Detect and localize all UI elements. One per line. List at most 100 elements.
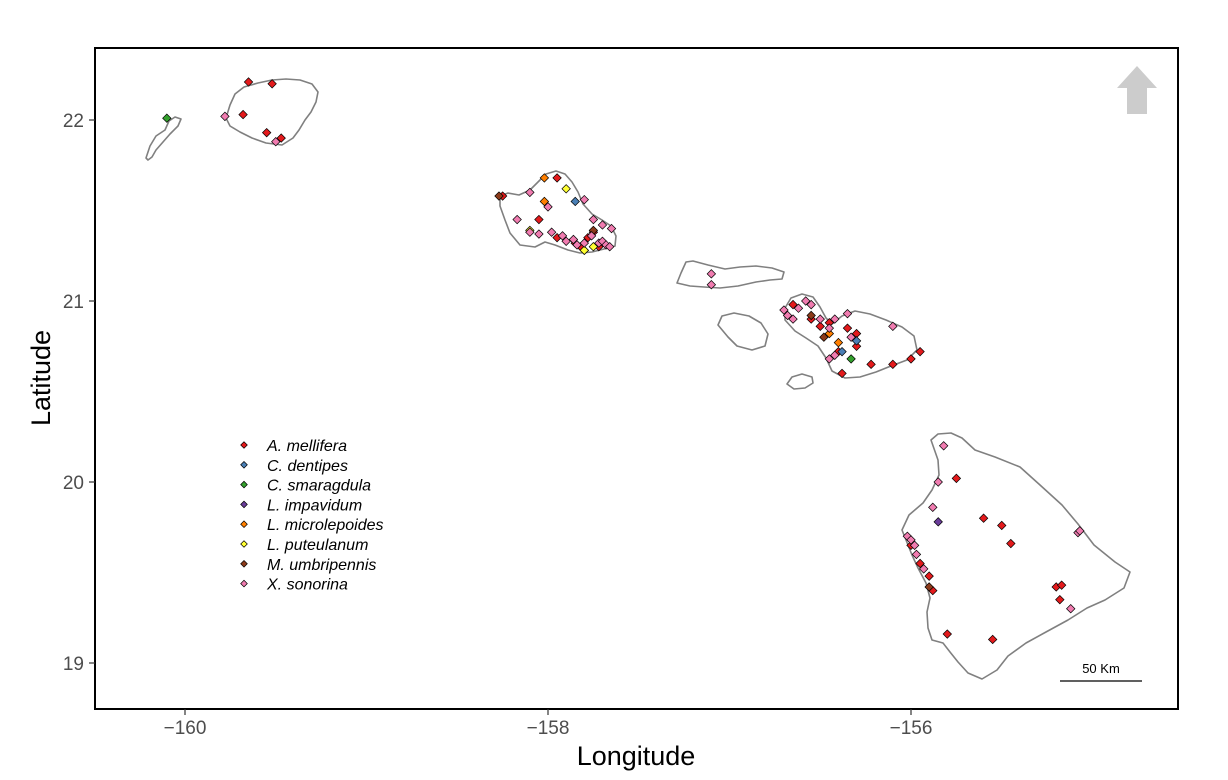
observation-point: [909, 540, 920, 551]
y-tick-label: 20: [63, 473, 84, 494]
legend-key: [240, 579, 248, 588]
y-tick-label: 21: [63, 292, 84, 313]
observation-point: [588, 242, 599, 252]
observation-point: [951, 473, 962, 484]
observation-point: [525, 187, 535, 198]
observation-point: [915, 558, 925, 569]
legend-key: [240, 461, 248, 469]
north-arrow-icon: [1117, 66, 1157, 114]
observation-point: [824, 328, 835, 339]
observation-point: [842, 323, 853, 333]
legend-key: [240, 441, 248, 449]
island-lanai: [717, 312, 769, 351]
legend-label: C. smaragdula: [267, 478, 371, 495]
observation-point: [888, 321, 898, 332]
observation-point: [494, 191, 504, 201]
island-kauai: [225, 78, 319, 146]
x-tick-label: −156: [890, 718, 933, 739]
observation-point: [906, 535, 916, 545]
legend-key: [240, 480, 248, 489]
observation-point: [1006, 538, 1016, 549]
observation-point: [557, 231, 568, 241]
y-axis-title: Latitude: [26, 330, 56, 426]
observation-point: [586, 231, 597, 241]
observation-point: [267, 79, 277, 89]
observation-point: [525, 227, 535, 237]
observation-point: [987, 634, 998, 645]
observation-point: [815, 314, 825, 324]
island-molokai: [676, 260, 785, 289]
observation-point: [706, 280, 717, 290]
observation-point: [837, 368, 847, 379]
observation-point: [605, 242, 615, 252]
observation-point: [512, 214, 522, 225]
observation-point: [1055, 594, 1065, 605]
legend: A. mellifera C. dentipes C. smaragdula L. i…: [240, 438, 384, 594]
observation-point: [806, 310, 816, 321]
observation-point: [942, 629, 952, 639]
observation-point: [846, 332, 856, 342]
legend-label: L. microlepoides: [267, 517, 384, 534]
observation-point: [851, 341, 862, 351]
observation-point: [824, 354, 835, 364]
plot-panel-border: [94, 47, 1179, 710]
observation-point: [779, 305, 789, 315]
observation-point: [1075, 526, 1085, 536]
legend-label: X. sonorina: [266, 577, 348, 594]
legend-key: [240, 540, 248, 548]
observation-point: [819, 332, 829, 342]
island-hawaii: [901, 432, 1131, 680]
observation-point: [846, 354, 856, 364]
observation-point: [243, 77, 254, 87]
observation-point: [837, 346, 847, 357]
observation-point: [1056, 580, 1067, 590]
observation-point: [978, 513, 989, 523]
y-tick-label: 19: [63, 654, 84, 675]
observation-point: [924, 571, 934, 581]
observation-point: [271, 137, 281, 147]
observation-point: [579, 245, 589, 256]
observation-point: [801, 296, 811, 306]
observation-point: [552, 173, 562, 183]
legend-key: [240, 560, 248, 568]
island-kahoolawe: [786, 373, 814, 390]
observation-point: [842, 308, 853, 319]
observation-point: [788, 299, 798, 310]
x-axis-title: Longitude: [577, 741, 696, 771]
observation-point: [561, 236, 571, 246]
observation-point: [924, 582, 934, 592]
observation-point: [570, 196, 580, 207]
observation-point: [539, 173, 550, 183]
x-tick-label: −158: [527, 718, 570, 739]
y-axis: 19 20 21 22 Latitude: [26, 111, 95, 675]
observation-point: [543, 202, 553, 212]
observation-point: [919, 564, 929, 574]
observation-point: [866, 359, 876, 370]
observation-point: [534, 214, 544, 225]
y-tick-label: 22: [63, 111, 84, 132]
x-tick-label: −160: [164, 718, 207, 739]
observation-point: [276, 133, 286, 143]
observation-point: [539, 196, 550, 207]
observation-point: [238, 109, 248, 120]
observation-point: [606, 223, 617, 234]
scale-bar: 50 Km: [1060, 661, 1142, 682]
observation-point: [561, 184, 571, 194]
observation-point: [534, 229, 544, 239]
observation-point: [938, 441, 949, 451]
observation-point: [933, 477, 943, 487]
observation-point: [824, 323, 835, 333]
observation-point: [833, 337, 844, 348]
observation-point: [806, 299, 816, 310]
observation-point: [928, 502, 938, 513]
observation-point: [261, 127, 272, 138]
island-niihau: [145, 116, 182, 161]
observation-point: [572, 240, 582, 250]
observation-point: [788, 314, 798, 324]
observation-point: [706, 269, 717, 279]
observation-point: [220, 111, 230, 122]
observation-point: [568, 234, 579, 245]
observation-point: [888, 359, 898, 370]
observation-points: [162, 77, 1085, 645]
